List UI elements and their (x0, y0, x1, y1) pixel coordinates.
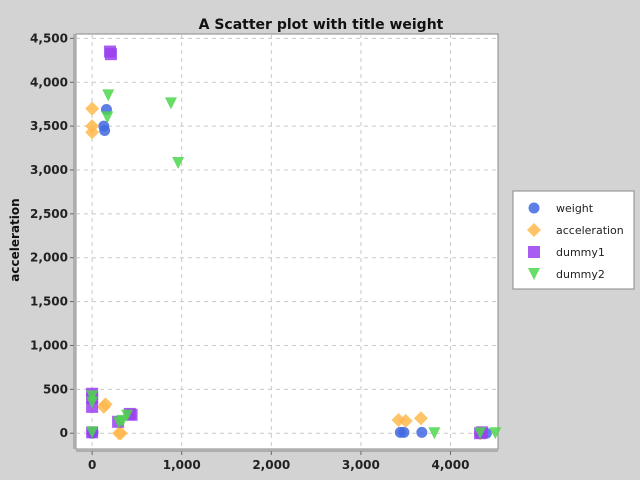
data-point-dummy2 (474, 427, 487, 440)
x-tick-label: 0 (88, 458, 96, 472)
y-tick-label: 4,500 (30, 31, 68, 45)
legend-marker-weight (528, 202, 540, 214)
y-tick-label: 500 (43, 382, 68, 396)
data-point-dummy2 (101, 111, 114, 124)
legend-label-weight: weight (556, 202, 594, 215)
legend-item-dummy1: dummy1 (528, 246, 605, 259)
plot-area (75, 33, 499, 450)
data-point-acceleration (85, 101, 100, 116)
legend-item-dummy2: dummy2 (528, 268, 605, 281)
data-points (85, 45, 502, 441)
y-tick-label: 2,500 (30, 207, 68, 221)
y-tick-label: 0 (60, 426, 68, 440)
data-point-dummy2 (428, 427, 441, 440)
data-point-dummy2 (86, 426, 99, 439)
legend-marker-acceleration (527, 223, 541, 237)
data-point-acceleration (96, 399, 111, 414)
x-tick-label: 3,000 (342, 458, 380, 472)
data-point-acceleration (85, 125, 100, 140)
data-point-dummy2 (489, 427, 502, 440)
y-tick-label: 2,000 (30, 251, 68, 265)
y-tick-label: 1,500 (30, 295, 68, 309)
data-point-weight (416, 426, 428, 438)
legend-item-weight: weight (528, 202, 594, 215)
x-tick-label: 4,000 (432, 458, 470, 472)
y-axis-label: acceleration (8, 198, 22, 281)
legend-label-dummy1: dummy1 (556, 246, 605, 259)
chart-title: A Scatter plot with title weight (199, 17, 444, 33)
data-point-acceleration (398, 413, 413, 428)
series-dummy2 (86, 89, 502, 440)
y-tick-label: 3,000 (30, 163, 68, 177)
legend-label-dummy2: dummy2 (556, 268, 605, 281)
data-point-dummy2 (102, 89, 115, 102)
data-point-acceleration (413, 411, 428, 426)
legend: weight acceleration dummy1 dummy2 (512, 190, 635, 290)
legend-label-acceleration: acceleration (556, 224, 624, 237)
data-point-dummy2 (86, 390, 99, 403)
legend-item-acceleration: acceleration (527, 223, 624, 237)
data-point-dummy2 (164, 97, 177, 110)
data-point-dummy1 (104, 48, 117, 61)
grid-lines (76, 34, 498, 449)
y-tick-label: 4,000 (30, 75, 68, 89)
axes: 0 1,000 2,000 3,000 4,000 0 500 1,000 1,500 2,000… (30, 31, 498, 472)
data-point-dummy2 (121, 409, 134, 422)
data-point-weight (398, 426, 410, 438)
legend-marker-dummy2 (528, 268, 540, 280)
legend-marker-dummy1 (528, 246, 540, 258)
x-tick-label: 2,000 (252, 458, 290, 472)
series-acceleration (85, 101, 488, 441)
data-point-weight (99, 125, 111, 137)
data-point-dummy2 (86, 396, 99, 409)
y-tick-label: 3,500 (30, 119, 68, 133)
data-point-acceleration (113, 426, 128, 441)
x-tick-label: 1,000 (163, 458, 201, 472)
y-tick-label: 1,000 (30, 338, 68, 352)
data-point-dummy2 (172, 156, 185, 169)
